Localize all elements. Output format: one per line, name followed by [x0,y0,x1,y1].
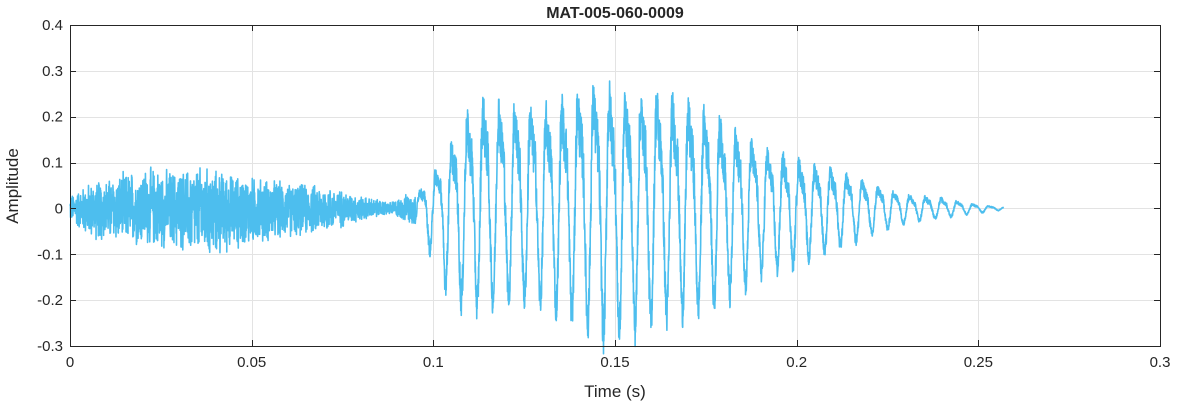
y-tick-label: 0.1 [42,155,63,172]
axis-ticks: 0 0.05 0.1 0.15 0.2 0.25 0.3 -0.3 -0.2 -0.1 0 0.1 0.… [37,17,1170,371]
x-tick-label: 0.05 [237,354,266,371]
x-axis-label: Time (s) [584,382,646,401]
y-tick-label: 0 [55,200,63,217]
y-tick-label: -0.1 [37,246,63,263]
y-tick-label: -0.2 [37,292,63,309]
waveform-series-line [69,80,1005,355]
x-tick-label: 0.15 [600,354,629,371]
x-tick-label: 0.3 [1150,354,1171,371]
x-tick-label: 0.1 [423,354,444,371]
y-tick-label: 0.2 [42,109,63,126]
plot-area [69,80,1005,355]
chart-title: MAT-005-060-0009 [546,5,684,22]
y-tick-label: -0.3 [37,338,63,355]
x-tick-label: 0.2 [786,354,807,371]
x-tick-label: 0 [66,354,74,371]
x-tick-label: 0.25 [964,354,993,371]
y-tick-label: 0.4 [42,17,63,34]
y-axis-label: Amplitude [3,148,22,224]
y-tick-label: 0.3 [42,63,63,80]
